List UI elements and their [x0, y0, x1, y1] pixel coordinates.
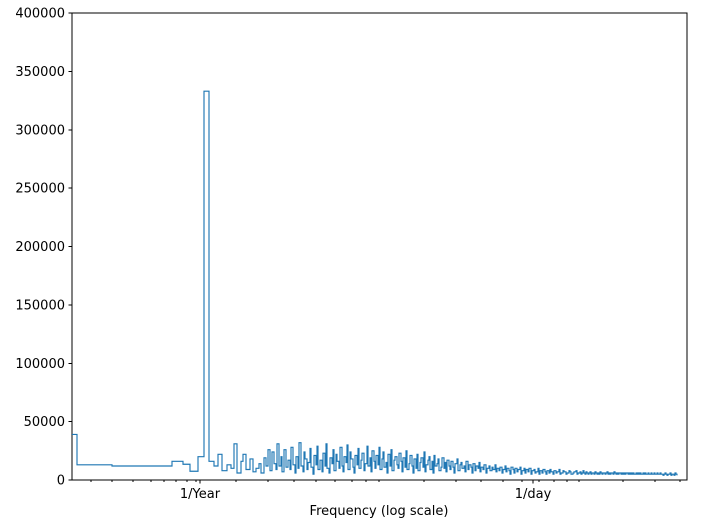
y-tick-labels: 0 50000 100000 150000 200000 250000 300000 3500…	[15, 7, 65, 489]
y-tick-label: 300000	[15, 123, 65, 138]
y-tick-label: 400000	[15, 7, 65, 22]
y-tick-label: 350000	[15, 65, 65, 80]
series-line-path	[72, 90, 678, 476]
y-tick-label: 150000	[15, 298, 65, 313]
tick-marks	[68, 12, 681, 484]
x-axis-title: Frequency (log scale)	[310, 504, 449, 519]
y-tick-label: 100000	[15, 357, 65, 372]
y-tick-label: 0	[57, 474, 65, 489]
y-tick-label: 250000	[15, 182, 65, 197]
x-tick-label: 1/day	[515, 487, 552, 502]
axes-frame	[71, 12, 688, 481]
x-tick-labels: 1/Year 1/day	[180, 487, 552, 502]
data-series	[72, 90, 678, 476]
y-tick-label: 50000	[24, 415, 65, 430]
x-tick-label: 1/Year	[180, 487, 221, 502]
axes-area	[71, 12, 688, 481]
y-tick-label: 200000	[15, 240, 65, 255]
